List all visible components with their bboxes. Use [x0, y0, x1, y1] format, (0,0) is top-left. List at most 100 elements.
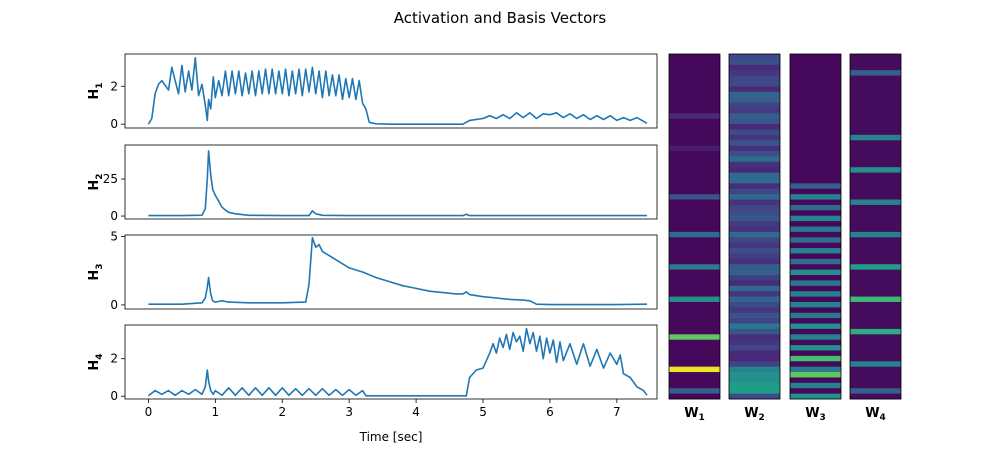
- heatmap-cell: [729, 124, 780, 130]
- axes-frame-h3: [124, 234, 658, 310]
- heatmap-frame: [849, 53, 902, 400]
- heatmap-cell: [850, 183, 901, 190]
- heatmap-label-subscript: 2: [759, 413, 765, 423]
- heatmap-cell: [790, 339, 841, 346]
- heatmap-cell: [850, 388, 901, 395]
- heatmap-cell: [850, 194, 901, 200]
- heatmap-cell: [790, 318, 841, 324]
- heatmap-cell: [729, 377, 780, 384]
- y-label-subscript: 1: [95, 82, 105, 88]
- x-tick-label: 6: [546, 405, 554, 419]
- heatmap-cell: [850, 291, 901, 297]
- heatmap-cell: [669, 393, 720, 400]
- heatmap-cell: [850, 226, 901, 233]
- heatmap-cell: [669, 177, 720, 184]
- heatmap-cell: [850, 258, 901, 265]
- y-tick-label: 5: [110, 229, 118, 243]
- heatmap-w2: W2: [728, 53, 781, 423]
- heatmap-cell: [790, 291, 841, 297]
- heatmap-cell: [850, 307, 901, 314]
- heatmap-cell: [669, 183, 720, 190]
- heatmap-cell: [729, 323, 780, 330]
- heatmap-cell: [790, 156, 841, 163]
- heatmap-cell: [669, 361, 720, 368]
- heatmap-cell: [850, 382, 901, 389]
- heatmap-cell: [850, 215, 901, 222]
- heatmap-cell: [850, 372, 901, 378]
- heatmap-cell: [729, 237, 780, 244]
- basis-vector-heatmaps: W1 W2 W3 W4: [668, 53, 902, 423]
- x-tick-label: 4: [412, 405, 420, 419]
- heatmap-cell: [790, 221, 841, 227]
- heatmap-cell: [790, 102, 841, 109]
- heatmap-cell: [669, 140, 720, 147]
- heatmap-cell: [729, 210, 780, 217]
- heatmap-cell: [790, 377, 841, 384]
- heatmap-cell: [790, 161, 841, 168]
- heatmap-cell: [669, 54, 720, 60]
- heatmap-cell: [729, 226, 780, 233]
- heatmap-cell: [850, 275, 901, 281]
- heatmap-cell: [790, 355, 841, 362]
- heatmap-cell: [729, 345, 780, 351]
- heatmap-cell: [790, 366, 841, 373]
- heatmap-cell: [790, 242, 841, 249]
- heatmap-cell: [729, 318, 780, 324]
- heatmap-cell: [790, 129, 841, 136]
- heatmap-cell: [729, 275, 780, 281]
- heatmap-cell: [790, 248, 841, 254]
- heatmap-cell: [669, 91, 720, 98]
- heatmap-cell: [790, 215, 841, 222]
- heatmap-label-letter: W: [805, 406, 819, 421]
- heatmap-cell: [790, 393, 841, 400]
- x-axis-label: Time [sec]: [359, 430, 423, 444]
- heatmap-cell: [850, 151, 901, 157]
- heatmap-cell: [790, 345, 841, 351]
- heatmap-cell: [850, 296, 901, 303]
- heatmap-cell: [790, 177, 841, 184]
- heatmap-label-subscript: 4: [880, 413, 886, 423]
- heatmap-cell: [790, 80, 841, 87]
- heatmap-cell: [669, 377, 720, 384]
- heatmap-cell: [729, 64, 780, 71]
- y-tick-label: 2: [110, 352, 118, 366]
- heatmap-cell: [729, 393, 780, 400]
- heatmap-cell: [790, 361, 841, 368]
- heatmap-cell: [669, 134, 720, 141]
- series-line-h1: [147, 57, 648, 125]
- y-label-subscript: 2: [95, 173, 105, 179]
- heatmap-label-subscript: 3: [820, 413, 826, 423]
- heatmap-label-subscript: 1: [699, 413, 705, 423]
- heatmap-label-letter: W: [865, 406, 879, 421]
- heatmap-cell: [729, 145, 780, 152]
- heatmap-cell: [669, 80, 720, 87]
- heatmap-cell: [790, 334, 841, 341]
- heatmap-cell: [669, 307, 720, 314]
- heatmap-cell: [850, 231, 901, 238]
- heatmap-cell: [669, 231, 720, 238]
- x-tick-label: 3: [345, 405, 353, 419]
- heatmap-cell: [790, 97, 841, 103]
- y-label-letter: H: [87, 89, 102, 100]
- heatmap-cell: [729, 248, 780, 254]
- heatmap-frame: [668, 53, 721, 400]
- heatmap-cell: [669, 156, 720, 163]
- heatmap-cell: [669, 124, 720, 130]
- heatmap-cell: [669, 188, 720, 195]
- heatmap-cell: [729, 97, 780, 103]
- y-axis-label-h4: H4: [87, 353, 105, 370]
- heatmap-cell: [669, 210, 720, 217]
- subplot-h3: 0 5 H3: [87, 229, 658, 312]
- heatmap-cell: [850, 145, 901, 152]
- heatmap-cell: [669, 226, 720, 233]
- heatmap-cell: [790, 285, 841, 292]
- heatmap-cell: [729, 151, 780, 157]
- heatmap-cell: [729, 350, 780, 357]
- heatmap-cell: [729, 264, 780, 271]
- heatmap-cell: [850, 113, 901, 120]
- heatmap-cell: [669, 204, 720, 211]
- heatmap-cell: [669, 258, 720, 265]
- heatmap-cell: [729, 204, 780, 211]
- y-tick-label: 0: [110, 389, 118, 403]
